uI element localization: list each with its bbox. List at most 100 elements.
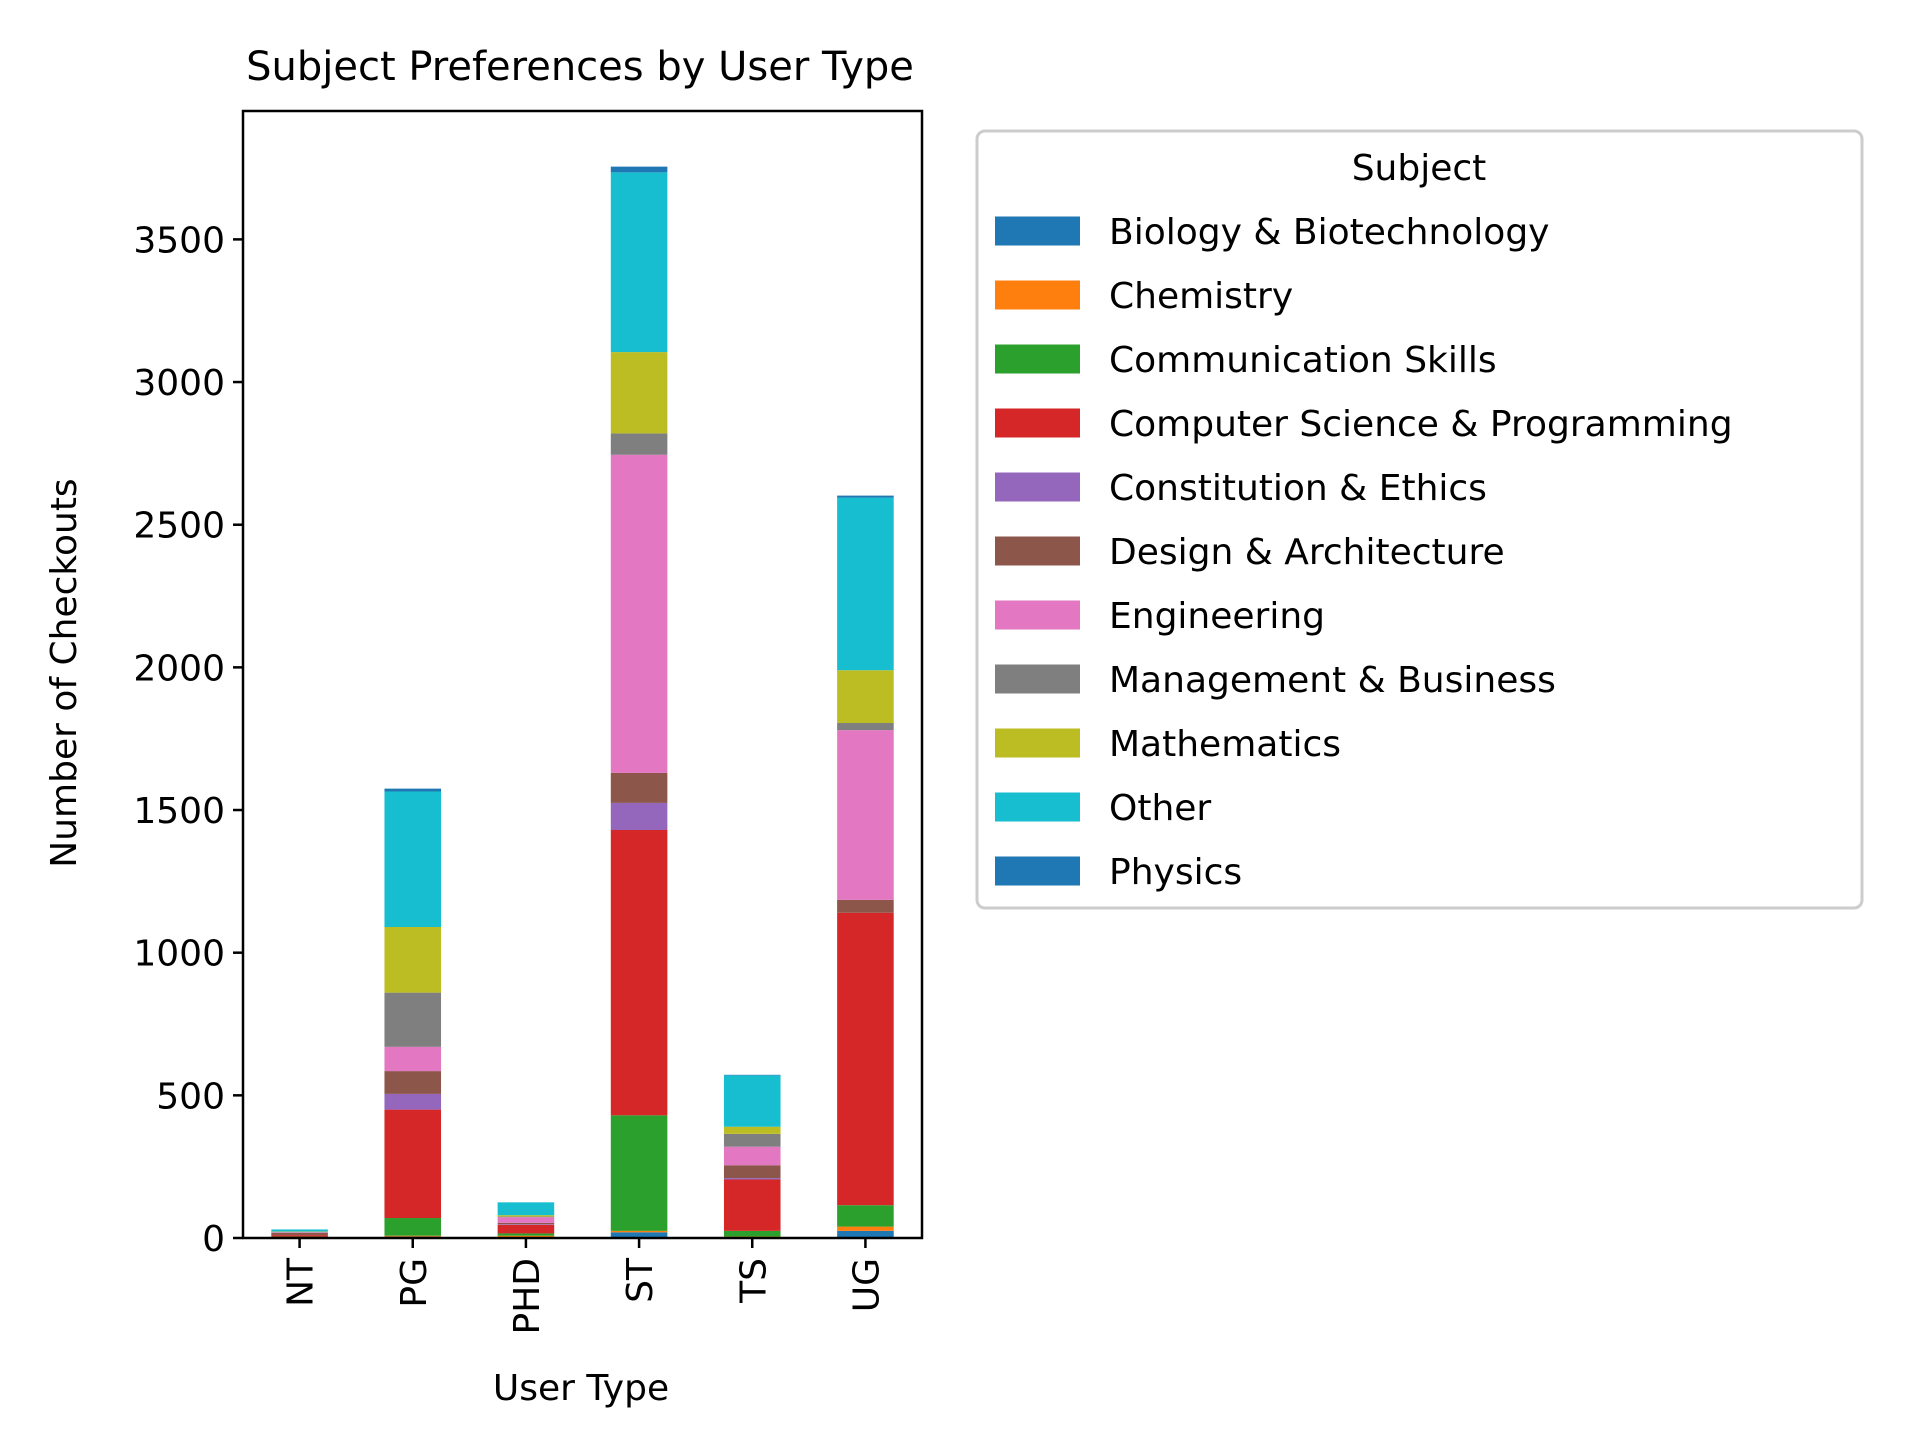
legend: Subject Biology & Biotechnology Chemistry… (975, 129, 1864, 910)
bar-segment-ug-8 (837, 670, 894, 724)
bars-layer (271, 166, 894, 1238)
bar-segment-st-6 (610, 454, 668, 773)
y-tick-label: 2500 (133, 506, 225, 547)
y-tick-label: 0 (202, 1219, 225, 1260)
legend-frame (975, 129, 1864, 910)
chart-title: Subject Preferences by User Type (246, 44, 914, 90)
bar-segment-pg-1 (384, 1235, 442, 1237)
bar-segment-pg-9 (384, 791, 442, 928)
x-axis-label: User Type (493, 1368, 669, 1409)
axes-layer: 0 500 1000 1500 2000 2500 3000 3500 NT PG PHD ST TS U… (133, 109, 924, 1335)
bar-segment-ts-4 (723, 1178, 781, 1180)
bar-segment-nt-7 (271, 1231, 328, 1233)
x-tick-label: ST (620, 1257, 661, 1303)
bar-segment-ug-0 (837, 1230, 894, 1238)
bar-segment-phd-5 (497, 1222, 555, 1225)
y-tick-label: 500 (156, 1076, 225, 1117)
bar-segment-phd-3 (497, 1224, 555, 1234)
bar-segment-st-7 (610, 433, 668, 455)
legend-label: Constitution & Ethics (1109, 468, 1487, 509)
bar-segment-ts-8 (723, 1126, 781, 1134)
bar-segment-phd-4 (497, 1224, 555, 1225)
y-tick-label: 1000 (133, 934, 225, 975)
bar-segment-nt-3 (271, 1235, 328, 1237)
legend-label: Communication Skills (1109, 340, 1497, 381)
legend-label: Biology & Biotechnology (1109, 212, 1550, 253)
bar-segment-ug-6 (837, 730, 894, 900)
bar-segment-pg-10 (384, 788, 442, 792)
legend-swatch (995, 216, 1080, 246)
bar-segment-ts-7 (723, 1133, 781, 1147)
legend-title: Subject (1352, 148, 1487, 189)
x-tick-label: PHD (507, 1258, 548, 1335)
bar-segment-st-10 (610, 166, 668, 173)
legend-items: Biology & Biotechnology Chemistry Communic… (995, 212, 1733, 893)
legend-swatch (995, 792, 1080, 822)
bar-segment-st-1 (610, 1230, 668, 1233)
bar-segment-ug-7 (837, 723, 894, 731)
bar-segment-st-2 (610, 1115, 668, 1231)
legend-label: Other (1109, 788, 1211, 829)
y-tick-label: 3500 (133, 220, 225, 261)
legend-label: Design & Architecture (1109, 532, 1505, 573)
legend-swatch (995, 472, 1080, 502)
y-tick-label: 2000 (133, 648, 225, 689)
legend-swatch (995, 280, 1080, 310)
bar-segment-ug-5 (837, 899, 894, 913)
bar-segment-st-5 (610, 772, 668, 803)
x-tick-label: NT (281, 1257, 322, 1307)
bar-segment-phd-1 (497, 1235, 555, 1238)
bar-segment-ts-10 (723, 1074, 781, 1076)
legend-swatch (995, 536, 1080, 566)
bar-segment-st-0 (610, 1232, 668, 1238)
x-tick-label: UG (846, 1258, 887, 1312)
bar-segment-phd-9 (497, 1202, 555, 1216)
bar-segment-st-8 (610, 352, 668, 434)
bar-segment-ug-3 (837, 912, 894, 1206)
bar-segment-ts-5 (723, 1165, 781, 1179)
x-tick-label: TS (733, 1258, 774, 1304)
bar-segment-ts-6 (723, 1146, 781, 1166)
bar-segment-pg-8 (384, 927, 442, 993)
bar-segment-pg-2 (384, 1218, 442, 1236)
bar-segment-st-9 (610, 172, 668, 353)
legend-swatch (995, 408, 1080, 438)
bar-segment-phd-6 (497, 1217, 555, 1223)
bar-segment-pg-5 (384, 1071, 442, 1094)
bar-segment-ug-1 (837, 1226, 894, 1231)
legend-label: Mathematics (1109, 724, 1341, 765)
bar-segment-phd-7 (497, 1216, 555, 1218)
bar-segment-nt-6 (271, 1232, 328, 1233)
legend-swatch (995, 856, 1080, 886)
bar-segment-nt-9 (271, 1229, 328, 1232)
bar-segment-st-3 (610, 829, 668, 1116)
bar-segment-pg-4 (384, 1093, 442, 1110)
legend-swatch (995, 664, 1080, 694)
x-tick-label: PG (394, 1258, 435, 1308)
legend-label: Chemistry (1109, 276, 1293, 317)
bar-segment-st-4 (610, 802, 668, 830)
bar-segment-phd-2 (497, 1233, 555, 1236)
bar-segment-nt-5 (271, 1232, 328, 1236)
bar-segment-ug-10 (837, 495, 894, 498)
legend-swatch (995, 344, 1080, 374)
y-tick-label: 3000 (133, 363, 225, 404)
bar-segment-pg-7 (384, 992, 442, 1047)
y-tick-label: 1500 (133, 791, 225, 832)
legend-label: Physics (1109, 852, 1242, 893)
legend-swatch (995, 600, 1080, 630)
bar-segment-pg-3 (384, 1109, 442, 1219)
bar-segment-pg-6 (384, 1046, 442, 1072)
y-axis-label: Number of Checkouts (44, 478, 85, 867)
legend-label: Computer Science & Programming (1109, 404, 1733, 445)
plot-frame (241, 109, 924, 1240)
bar-segment-ts-9 (723, 1075, 781, 1127)
legend-swatch (995, 728, 1080, 758)
legend-label: Engineering (1109, 596, 1325, 637)
bar-segment-phd-8 (497, 1215, 555, 1217)
bar-segment-ug-2 (837, 1205, 894, 1227)
legend-label: Management & Business (1109, 660, 1556, 701)
bar-segment-ts-2 (723, 1230, 781, 1237)
bar-segment-ug-9 (837, 497, 894, 671)
